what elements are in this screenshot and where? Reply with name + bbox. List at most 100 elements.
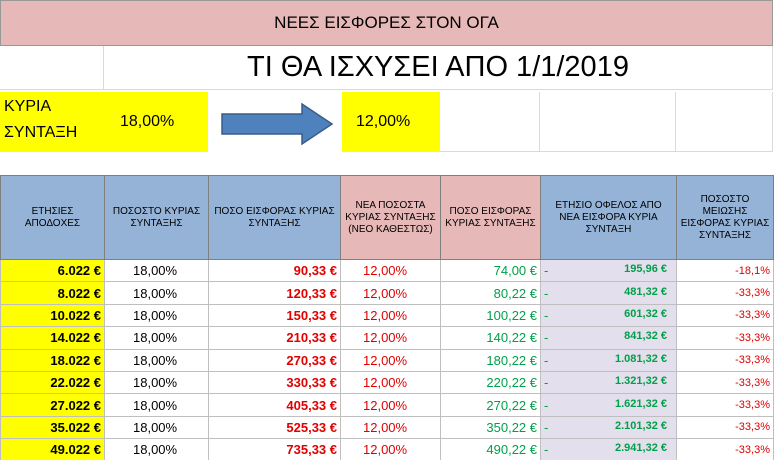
income: 35.022 €	[0, 415, 105, 440]
data-row: 6.022 €18,00% 90,33 €12,00% 74,00 € - 195,96…	[0, 258, 774, 283]
old-amount: 525,33 €	[208, 415, 341, 440]
reduction: -33,3%	[676, 415, 774, 440]
contributions-table: ΕΤΗΣΙΕΣ ΑΠΟΔΟΧΕΣ ΠΟΣΟΣΤΟ ΚΥΡΙΑΣ ΣΥΝΤΑΞΗΣ Π…	[0, 175, 774, 460]
new-rate: 12,00%	[340, 281, 441, 305]
data-row: 8.022 €18,00% 120,33 €12,00% 80,22 € - 481,3…	[0, 281, 774, 305]
column-header: ΠΟΣΟ ΕΙΣΦΟΡΑΣ ΚΥΡΙΑΣ ΣΥΝΤΑΞΗΣ	[208, 175, 341, 260]
column-header: ΠΟΣΟ ΕΙΣΦΟΡΑΣ ΚΥΡΙΑΣ ΣΥΝΤΑΞΗΣ	[440, 175, 541, 260]
new-rate: 12,00%	[340, 303, 441, 328]
old-rate: 18,00%	[104, 393, 209, 417]
arrow	[221, 102, 334, 146]
new-amount: 180,22 €	[440, 348, 541, 372]
income: 14.022 €	[0, 326, 105, 350]
annual-benefit: - 601,32 €	[540, 303, 677, 328]
annual-benefit: - 1.081,32 €	[540, 348, 677, 372]
old-rate: 18,00%	[104, 438, 209, 460]
benefit-value: 195,96 €	[624, 263, 667, 276]
new-amount: 74,00 €	[440, 258, 541, 283]
sign: -	[544, 352, 549, 368]
column-header: ΕΤΗΣΙΟ ΟΦΕΛΟΣ ΑΠΟ ΝΕΑ ΕΙΣΦΟΡΑ ΚΥΡΙΑ ΣΥΝΤ…	[540, 175, 677, 260]
old-amount: 150,33 €	[208, 303, 341, 328]
benefit-value: 2.101,32 €	[615, 419, 667, 432]
old-rate: 18,00%	[104, 303, 209, 328]
benefit-value: 841,32 €	[624, 330, 667, 343]
benefit-value: 1.621,32 €	[615, 397, 667, 410]
annual-benefit: - 1.321,32 €	[540, 370, 677, 395]
old-rate: 18,00%	[104, 258, 209, 283]
old-amount: 405,33 €	[208, 393, 341, 417]
column-header: ΕΤΗΣΙΕΣ ΑΠΟΔΟΧΕΣ	[0, 175, 105, 260]
old-rate: 18,00%	[104, 348, 209, 372]
old-rate: 18,00%	[104, 281, 209, 305]
sign: -	[544, 375, 549, 391]
benefit-value: 1.081,32 €	[615, 352, 667, 365]
new-rate: 12,00%	[340, 370, 441, 395]
income: 10.022 €	[0, 303, 105, 328]
old-amount: 330,33 €	[208, 370, 341, 395]
column-header: ΠΟΣΟΣΤΟ ΚΥΡΙΑΣ ΣΥΝΤΑΞΗΣ	[104, 175, 209, 260]
old-amount: 735,33 €	[208, 438, 341, 460]
annual-benefit: - 195,96 €	[540, 258, 677, 283]
sign: -	[544, 263, 549, 279]
data-row: 22.022 €18,00% 330,33 €12,00% 220,22 € - 1.3…	[0, 370, 774, 395]
reduction: -33,3%	[676, 348, 774, 372]
sign: -	[544, 397, 549, 413]
reduction: -33,3%	[676, 281, 774, 305]
data-row: 49.022 €18,00% 735,33 €12,00% 490,22 € - 2.9…	[0, 438, 774, 460]
sign: -	[544, 330, 549, 346]
reduction: -33,3%	[676, 393, 774, 417]
sign: -	[544, 442, 549, 458]
sign: -	[544, 419, 549, 435]
income: 22.022 €	[0, 370, 105, 395]
old-amount: 90,33 €	[208, 258, 341, 283]
old-amount: 210,33 €	[208, 326, 341, 350]
benefit-value: 2.941,32 €	[615, 442, 667, 455]
column-header: ΝΕΑ ΠΟΣΟΣΤΑ ΚΥΡΙΑΣ ΣΥΝΤΑΞΗΣ (ΝΕΟ ΚΑΘΕΣΤΩ…	[340, 175, 441, 260]
new-rate: 12,00%	[340, 258, 441, 283]
subtitle: ΤΙ ΘΑ ΙΣΧΥΣΕΙ ΑΠΟ 1/1/2019	[104, 46, 773, 90]
annual-benefit: - 1.621,32 €	[540, 393, 677, 417]
reduction: -33,3%	[676, 370, 774, 395]
annual-benefit: - 481,32 €	[540, 281, 677, 305]
new-rate: 12,00%	[340, 326, 441, 350]
annual-benefit: - 841,32 €	[540, 326, 677, 350]
data-row: 10.022 €18,00% 150,33 €12,00% 100,22 € - 601…	[0, 303, 774, 328]
sign: -	[544, 285, 549, 301]
new-amount: 220,22 €	[440, 370, 541, 395]
new-rate: 12,00%	[340, 348, 441, 372]
annual-benefit: - 2.941,32 €	[540, 438, 677, 460]
benefit-value: 1.321,32 €	[615, 375, 667, 388]
annual-benefit: - 2.101,32 €	[540, 415, 677, 440]
benefit-value: 481,32 €	[624, 285, 667, 298]
old-rate: 18,00%	[104, 370, 209, 395]
income: 6.022 €	[0, 258, 105, 283]
reduction: -33,3%	[676, 438, 774, 460]
new-amount: 100,22 €	[440, 303, 541, 328]
income: 27.022 €	[0, 393, 105, 417]
summary-label: ΚΥΡΙΑ ΣΥΝΤΑΞΗ	[0, 92, 110, 152]
income: 49.022 €	[0, 438, 105, 460]
data-row: 35.022 €18,00% 525,33 €12,00% 350,22 € - 2.1…	[0, 415, 774, 440]
old-rate: 18,00%	[110, 92, 208, 152]
new-amount: 270,22 €	[440, 393, 541, 417]
column-header: ΠΟΣΟΣΤΟ ΜΕΙΩΣΗΣ ΕΙΣΦΟΡΑΣ ΚΥΡΙΑΣ ΣΥΝΤΑΞΗΣ	[676, 175, 774, 260]
data-row: 18.022 €18,00% 270,33 €12,00% 180,22 € - 1.0…	[0, 348, 774, 372]
header-row: ΕΤΗΣΙΕΣ ΑΠΟΔΟΧΕΣ ΠΟΣΟΣΤΟ ΚΥΡΙΑΣ ΣΥΝΤΑΞΗΣ Π…	[0, 175, 774, 260]
new-amount: 140,22 €	[440, 326, 541, 350]
title: ΝΕΕΣ ΕΙΣΦΟΡΕΣ ΣΤΟΝ ΟΓΑ	[0, 0, 773, 46]
new-amount: 490,22 €	[440, 438, 541, 460]
old-amount: 270,33 €	[208, 348, 341, 372]
new-rate: 12,00%	[342, 92, 440, 152]
data-row: 14.022 €18,00% 210,33 €12,00% 140,22 € - 841…	[0, 326, 774, 350]
income: 8.022 €	[0, 281, 105, 305]
reduction: -18,1%	[676, 258, 774, 283]
income: 18.022 €	[0, 348, 105, 372]
old-amount: 120,33 €	[208, 281, 341, 305]
old-rate: 18,00%	[104, 326, 209, 350]
new-amount: 80,22 €	[440, 281, 541, 305]
new-amount: 350,22 €	[440, 415, 541, 440]
benefit-value: 601,32 €	[624, 307, 667, 320]
new-rate: 12,00%	[340, 438, 441, 460]
old-rate: 18,00%	[104, 415, 209, 440]
